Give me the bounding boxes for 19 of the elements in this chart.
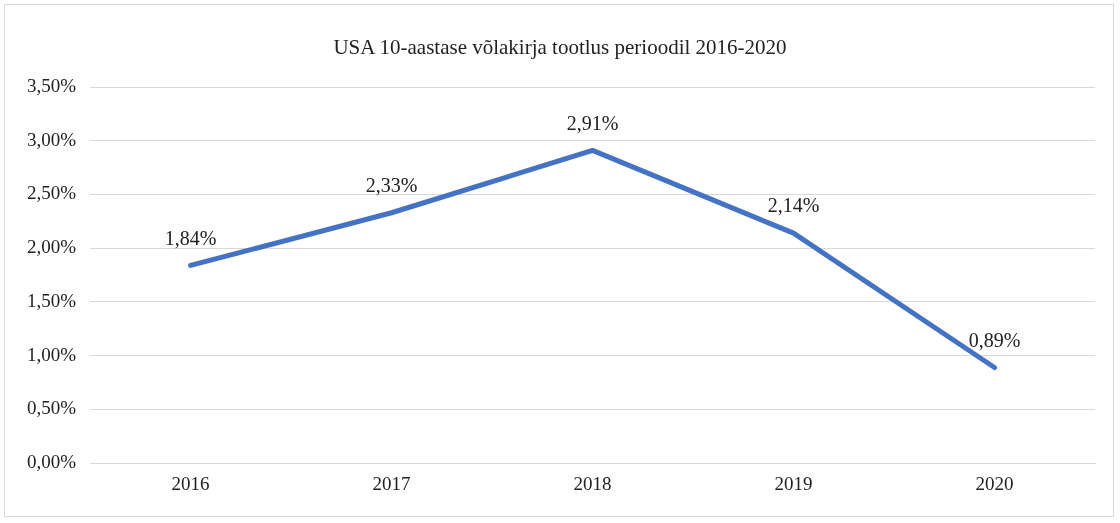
y-tick-label: 0,00% (27, 451, 77, 473)
x-tick-label: 2016 (171, 472, 210, 494)
x-tick-label: 2018 (573, 472, 612, 494)
y-tick-label: 3,50% (27, 74, 77, 96)
x-tick-label: 2017 (372, 472, 411, 494)
data-label: 2,33% (365, 174, 418, 197)
y-tick-label: 1,50% (27, 289, 77, 311)
y-tick-label: 2,50% (27, 182, 77, 204)
data-label: 2,91% (566, 111, 619, 134)
chart-title: USA 10-aastase võlakirja tootlus perioodil 2016-2020 (332, 35, 788, 60)
y-tick-label: 3,00% (27, 128, 77, 150)
x-tick-label: 2019 (774, 472, 813, 494)
y-tick-label: 2,00% (27, 236, 77, 258)
data-label: 0,89% (968, 328, 1021, 351)
x-tick-label: 2020 (975, 472, 1014, 494)
data-label: 1,84% (164, 226, 217, 249)
y-tick-label: 0,50% (27, 397, 77, 419)
y-tick-label: 1,00% (27, 343, 77, 365)
data-label: 2,14% (767, 194, 820, 217)
